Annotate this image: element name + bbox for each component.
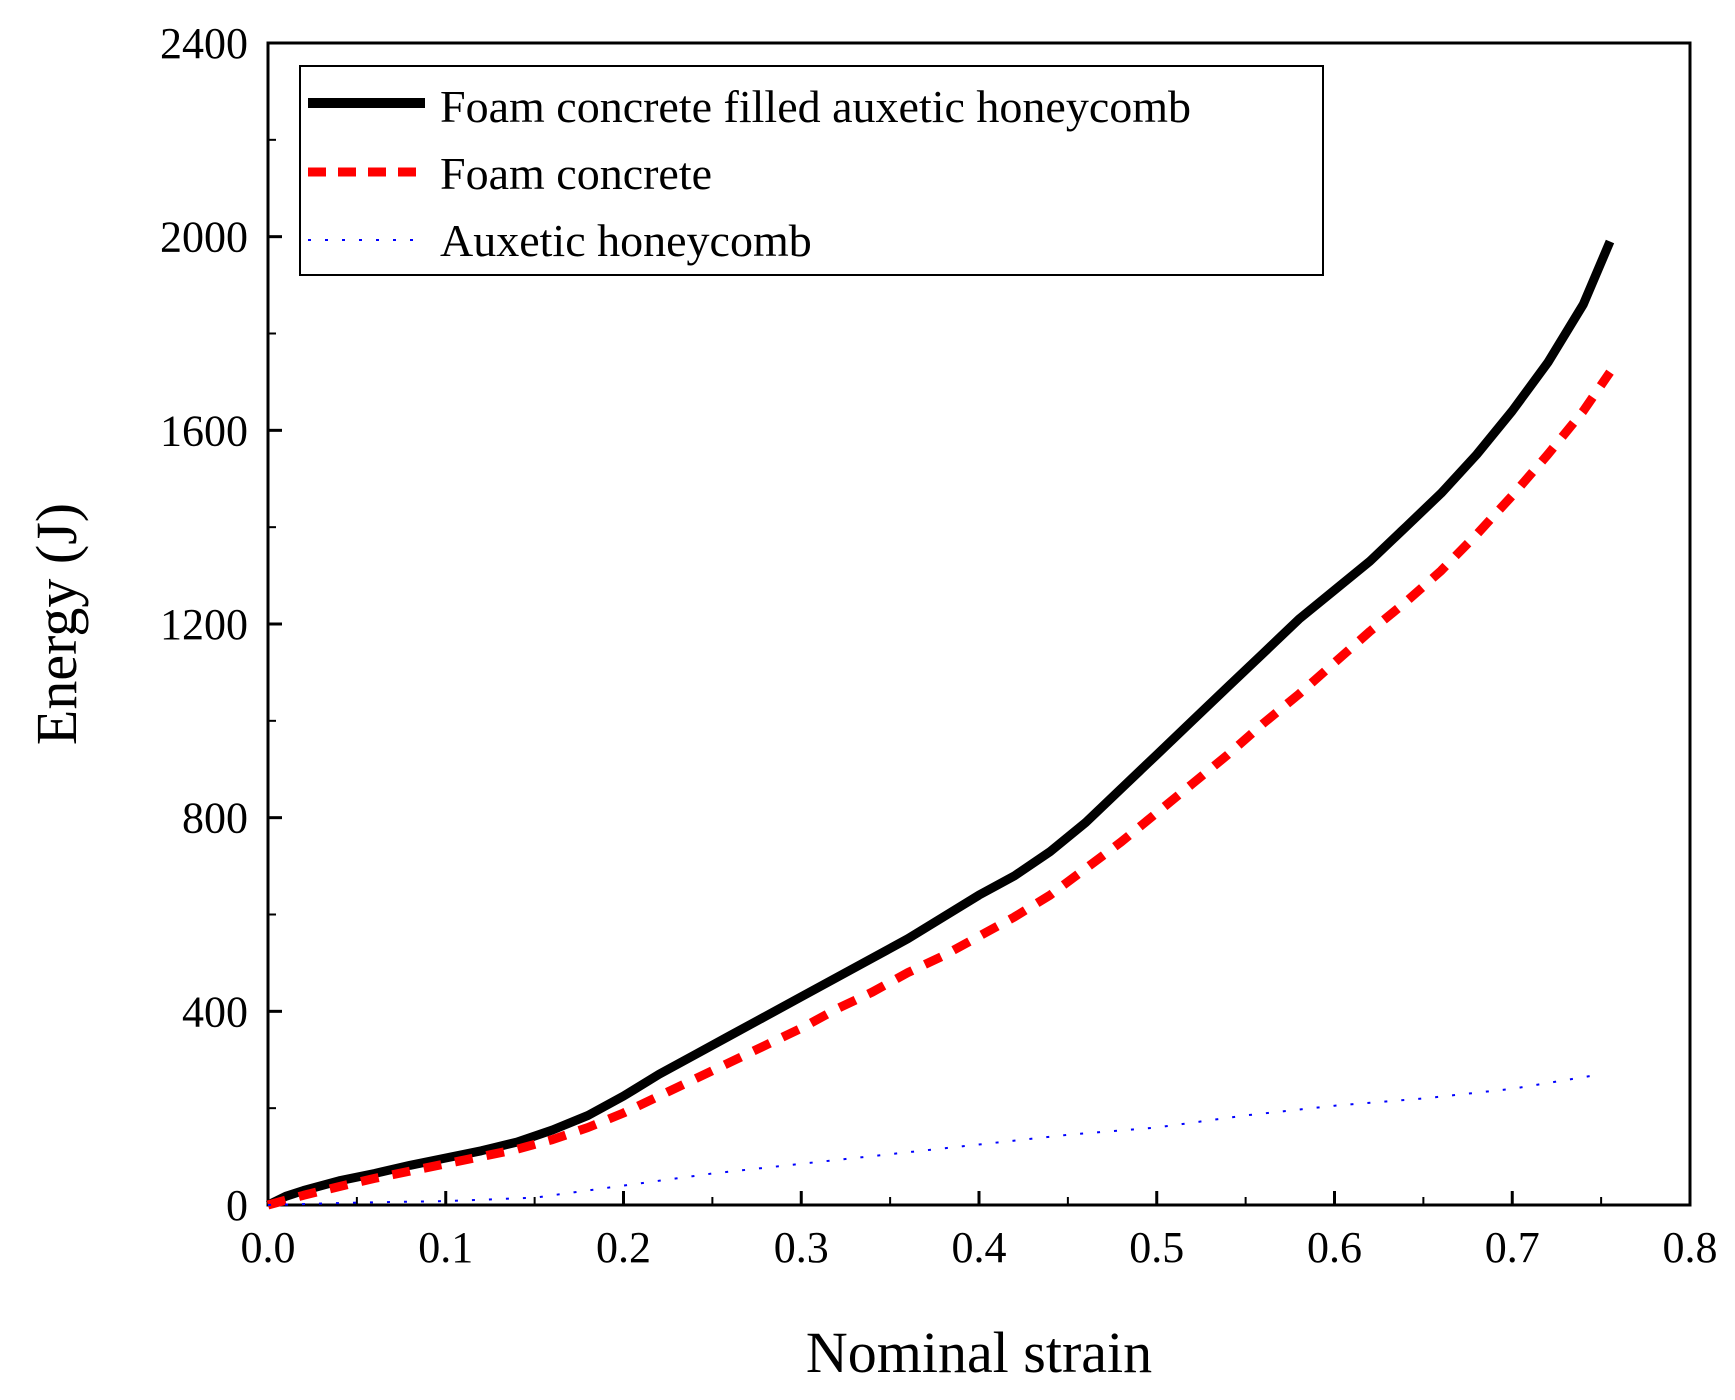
x-tick-label-1: 0.1 <box>418 1223 473 1272</box>
y-tick-label-3: 1200 <box>160 600 248 649</box>
y-tick-label-0: 0 <box>226 1181 248 1230</box>
series-line-1 <box>266 239 1615 1210</box>
y-tick-label-1: 400 <box>182 987 248 1036</box>
legend-label-series-1: Foam concrete filled auxetic honeycomb <box>440 81 1191 132</box>
series-layer <box>266 239 1615 1210</box>
x-tick-label-3: 0.3 <box>774 1223 829 1272</box>
x-tick-label-5: 0.5 <box>1129 1223 1184 1272</box>
x-axis-label: Nominal strain <box>806 1320 1152 1385</box>
legend-box <box>299 65 1324 276</box>
y-tick-label-6: 2400 <box>160 19 248 68</box>
y-tick-label-4: 1600 <box>160 406 248 455</box>
y-axis-label: Energy (J) <box>24 503 89 745</box>
y-tick-label-2: 800 <box>182 794 248 843</box>
x-tick-label-8: 0.8 <box>1663 1223 1718 1272</box>
legend: Foam concrete filled auxetic honeycomb F… <box>299 65 1324 276</box>
y-tick-label-5: 2000 <box>160 213 248 262</box>
legend-label-series-3: Auxetic honeycomb <box>440 215 812 266</box>
ticks-layer: 0.0 0.1 0.2 0.3 0.4 0.5 0.6 0.7 0.8 0 400 800 1200 16… <box>160 19 1718 1272</box>
x-tick-label-6: 0.6 <box>1307 1223 1362 1272</box>
x-tick-label-0: 0.0 <box>241 1223 296 1272</box>
series-line-3 <box>267 1073 1602 1206</box>
series-line-2 <box>266 369 1614 1210</box>
legend-label-series-2: Foam concrete <box>440 148 712 199</box>
x-tick-label-7: 0.7 <box>1485 1223 1540 1272</box>
x-tick-label-4: 0.4 <box>952 1223 1007 1272</box>
x-tick-label-2: 0.2 <box>596 1223 651 1272</box>
